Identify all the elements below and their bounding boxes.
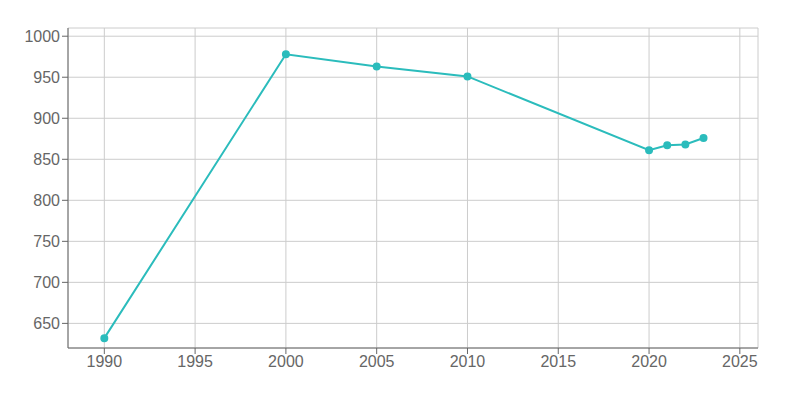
svg-text:700: 700 bbox=[33, 274, 60, 291]
svg-text:1000: 1000 bbox=[24, 28, 60, 45]
svg-text:2025: 2025 bbox=[722, 353, 758, 370]
svg-text:1995: 1995 bbox=[177, 353, 213, 370]
svg-text:2020: 2020 bbox=[631, 353, 667, 370]
svg-text:750: 750 bbox=[33, 233, 60, 250]
svg-text:2010: 2010 bbox=[450, 353, 486, 370]
svg-text:800: 800 bbox=[33, 192, 60, 209]
svg-text:850: 850 bbox=[33, 151, 60, 168]
svg-text:2000: 2000 bbox=[268, 353, 304, 370]
svg-text:2005: 2005 bbox=[359, 353, 395, 370]
svg-text:1990: 1990 bbox=[87, 353, 123, 370]
svg-text:900: 900 bbox=[33, 110, 60, 127]
svg-text:650: 650 bbox=[33, 315, 60, 332]
svg-text:2015: 2015 bbox=[540, 353, 576, 370]
svg-text:950: 950 bbox=[33, 69, 60, 86]
